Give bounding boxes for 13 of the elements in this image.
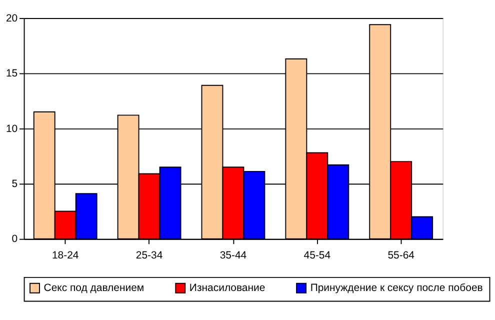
y-tick-label: 15 [6,68,18,80]
legend-label: Секс под давлением [44,282,144,294]
x-tick-label: 45-54 [304,250,331,262]
y-tick-label: 0 [12,234,18,246]
x-tick-label: 35-44 [220,250,247,262]
y-tick-label: 5 [12,178,18,190]
x-tick-label: 18-24 [52,250,79,262]
y-tick-label: 10 [6,124,18,135]
legend-label: Принуждение к сексу после побоев [310,282,484,294]
y-tick-label: 20 [6,13,18,24]
x-tick-label: 55-64 [388,250,415,262]
x-tick-label: 25-34 [136,250,163,262]
legend-label: Изнасилование [189,282,266,294]
